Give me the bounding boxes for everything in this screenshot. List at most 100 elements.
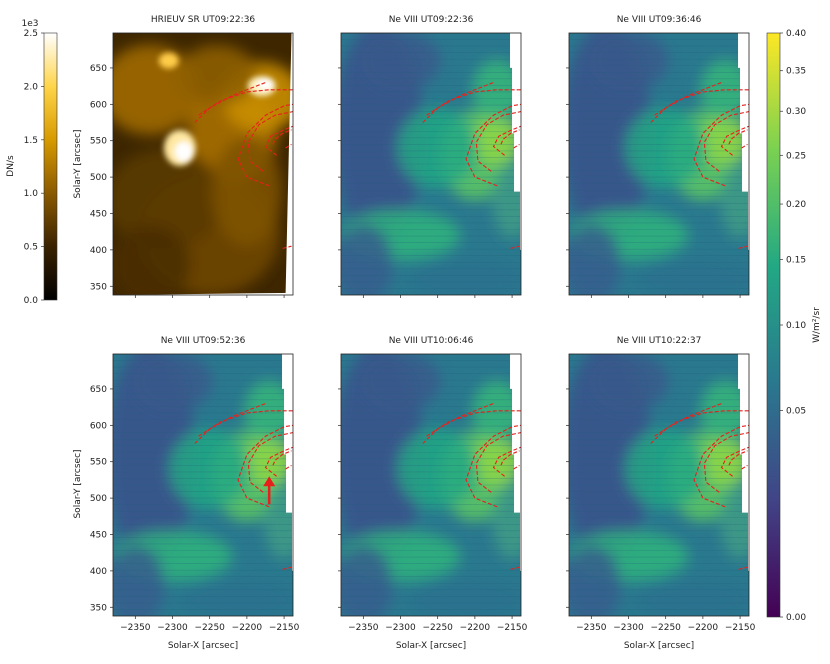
overlay-loops <box>650 402 749 570</box>
overlay-loops <box>194 402 293 570</box>
panel-title: Ne VIII UT10:06:46 <box>389 336 474 346</box>
x-tick-label: −2150 <box>497 623 528 633</box>
panel-1: HRIEUV SR UT09:22:36 350 400 450 500 550 600 65… <box>90 15 294 298</box>
right-colorbar-tick-label: 0.25 <box>786 151 806 161</box>
loop-line <box>282 245 292 249</box>
loop-line <box>247 432 293 493</box>
panel-5: Ne VIII UT10:06:46 −2350 −2300 −2250 −2200 −2… <box>338 336 528 633</box>
panel-frame <box>112 32 294 296</box>
right-colorbar-tick-label: 0.10 <box>786 321 806 331</box>
x-tick-label: −2300 <box>157 623 188 633</box>
overlay-loops <box>650 81 749 249</box>
x-tick-label: −2200 <box>460 623 491 633</box>
loop-line <box>650 402 722 444</box>
right-colorbar-label: W/m²/sr <box>812 307 822 343</box>
left-colorbar-label: DN/s <box>6 155 16 177</box>
loop-line <box>272 450 292 466</box>
loop-line <box>475 111 521 172</box>
loop-line <box>728 129 748 145</box>
panel-title: HRIEUV SR UT09:22:36 <box>151 15 256 25</box>
loop-line <box>513 464 520 470</box>
loop-line <box>422 402 494 444</box>
panel-frame <box>340 32 522 296</box>
loop-line <box>500 129 520 145</box>
loop-line <box>720 125 749 156</box>
panel-title: Ne VIII UT09:36:46 <box>617 15 702 25</box>
loop-line <box>741 143 748 149</box>
x-tick-label: −2250 <box>422 623 453 633</box>
x-tick-label: −2300 <box>385 623 416 633</box>
y-axis-label-top: Solar-Y [arcsec] <box>73 129 83 198</box>
panel-title: Ne VIII UT10:22:37 <box>617 336 702 346</box>
right-colorbar-bar <box>766 32 781 618</box>
y-tick-label: 350 <box>90 603 107 613</box>
loop-line <box>475 432 521 493</box>
loop-line <box>198 410 293 437</box>
right-colorbar-tick-label: 0.35 <box>786 67 806 77</box>
panel-frame <box>568 32 750 296</box>
y-tick-label: 550 <box>90 137 107 147</box>
x-tick-label: −2200 <box>232 623 263 633</box>
loop-line <box>264 446 293 477</box>
loop-line <box>426 410 521 437</box>
panel-image <box>113 33 293 295</box>
loop-line <box>264 125 293 156</box>
left-colorbar-tick-label: 0.0 <box>24 296 39 306</box>
panel-frame <box>112 353 294 617</box>
loop-line <box>703 111 749 172</box>
overlay-loops <box>422 402 521 570</box>
y-tick-label: 500 <box>90 494 107 504</box>
left-colorbar: 1e3 0.0 0.5 1.0 1.5 2.0 2.5 DN/s <box>6 19 58 306</box>
right-colorbar-tick-label: 0.30 <box>786 107 806 117</box>
panel-image <box>341 354 521 616</box>
panel-image <box>341 33 521 295</box>
y-tick-label: 500 <box>90 173 107 183</box>
loop-line <box>285 143 292 149</box>
right-colorbar-tick-label: 0.20 <box>786 200 806 210</box>
loop-line <box>194 81 266 123</box>
right-colorbar-tick-label: 0.00 <box>786 613 806 623</box>
y-tick-label: 450 <box>90 209 107 219</box>
loop-line <box>198 89 293 116</box>
loop-line <box>422 81 494 123</box>
y-tick-label: 400 <box>90 246 107 256</box>
panel-4: Ne VIII UT09:52:36 350 400 450 500 550 600 650 −… <box>90 336 300 633</box>
loop-line <box>654 89 749 116</box>
loop-line <box>703 432 749 493</box>
left-colorbar-exponent: 1e3 <box>22 19 39 29</box>
x-tick-label: −2150 <box>725 623 756 633</box>
loop-line <box>500 450 520 466</box>
y-tick-label: 650 <box>90 385 107 395</box>
x-axis-label-2: Solar-X [arcsec] <box>396 641 466 651</box>
loop-line <box>247 111 293 172</box>
loop-line <box>741 464 748 470</box>
panel-6: Ne VIII UT10:22:37 −2350 −2300 −2250 −2200 −2… <box>566 336 756 633</box>
panel-3: Ne VIII UT09:36:46 <box>566 15 750 298</box>
y-tick-label: 350 <box>90 282 107 292</box>
loop-line <box>492 446 521 477</box>
x-axis-label-3: Solar-X [arcsec] <box>624 641 694 651</box>
x-tick-label: −2200 <box>688 623 719 633</box>
left-colorbar-bar <box>43 32 58 301</box>
loop-line <box>194 402 266 444</box>
x-tick-label: −2250 <box>650 623 681 633</box>
loop-line <box>738 245 748 249</box>
y-tick-label: 600 <box>90 421 107 431</box>
left-colorbar-tick-label: 2.0 <box>24 82 39 92</box>
left-colorbar-tick-label: 0.5 <box>24 243 38 253</box>
arrow-head <box>263 476 276 487</box>
loop-line <box>282 566 292 570</box>
panel-image <box>569 354 749 616</box>
x-tick-label: −2350 <box>576 623 607 633</box>
y-tick-label: 400 <box>90 567 107 577</box>
y-tick-label: 650 <box>90 64 107 74</box>
x-tick-label: −2350 <box>348 623 379 633</box>
y-tick-label: 450 <box>90 530 107 540</box>
loop-line <box>510 245 520 249</box>
panel-title: Ne VIII UT09:22:36 <box>389 15 474 25</box>
loop-line <box>426 89 521 116</box>
right-colorbar-tick-label: 0.15 <box>786 255 806 265</box>
loop-line <box>738 566 748 570</box>
y-tick-label: 550 <box>90 458 107 468</box>
